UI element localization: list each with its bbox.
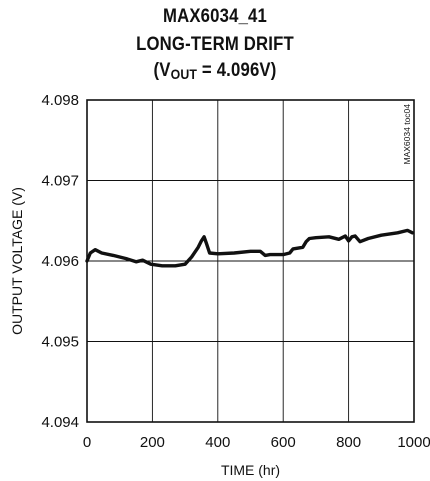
x-tick-label: 200 <box>140 434 165 451</box>
series-line-0 <box>85 228 415 268</box>
y-tick-label: 4.097 <box>41 173 79 190</box>
chart-title-line-2: LONG-TERM DRIFT <box>136 34 294 55</box>
y-tick-labels: 4.094 4.095 4.096 4.097 4.098 <box>41 92 79 431</box>
x-tick-label: 1000 <box>397 434 430 451</box>
chart-title-line-1: MAX6034_41 <box>162 6 268 27</box>
y-axis-label: OUTPUT VOLTAGE (V) <box>9 187 25 335</box>
figure-id-annotation: MAX6034 toc04 <box>402 104 412 165</box>
y-tick-label: 4.098 <box>41 92 79 109</box>
series-layer <box>85 228 415 268</box>
title-suffix: = 4.096V) <box>197 60 277 81</box>
x-tick-label: 600 <box>271 434 296 451</box>
y-tick-label: 4.095 <box>41 334 79 351</box>
chart-title-line-3: (VOUT = 4.096V) <box>26 60 404 82</box>
x-tick-labels: 0 200 400 600 800 1000 <box>83 434 430 451</box>
title-prefix: (V <box>153 60 171 81</box>
x-tick-label: 0 <box>83 434 91 451</box>
y-tick-label: 4.094 <box>41 414 79 431</box>
title-subscript: OUT <box>170 66 198 82</box>
plot-frame <box>86 99 415 423</box>
y-tick-label: 4.096 <box>41 253 79 270</box>
x-tick-label: 400 <box>205 434 230 451</box>
x-axis-label: TIME (hr) <box>221 462 280 478</box>
x-tick-label: 800 <box>336 434 361 451</box>
